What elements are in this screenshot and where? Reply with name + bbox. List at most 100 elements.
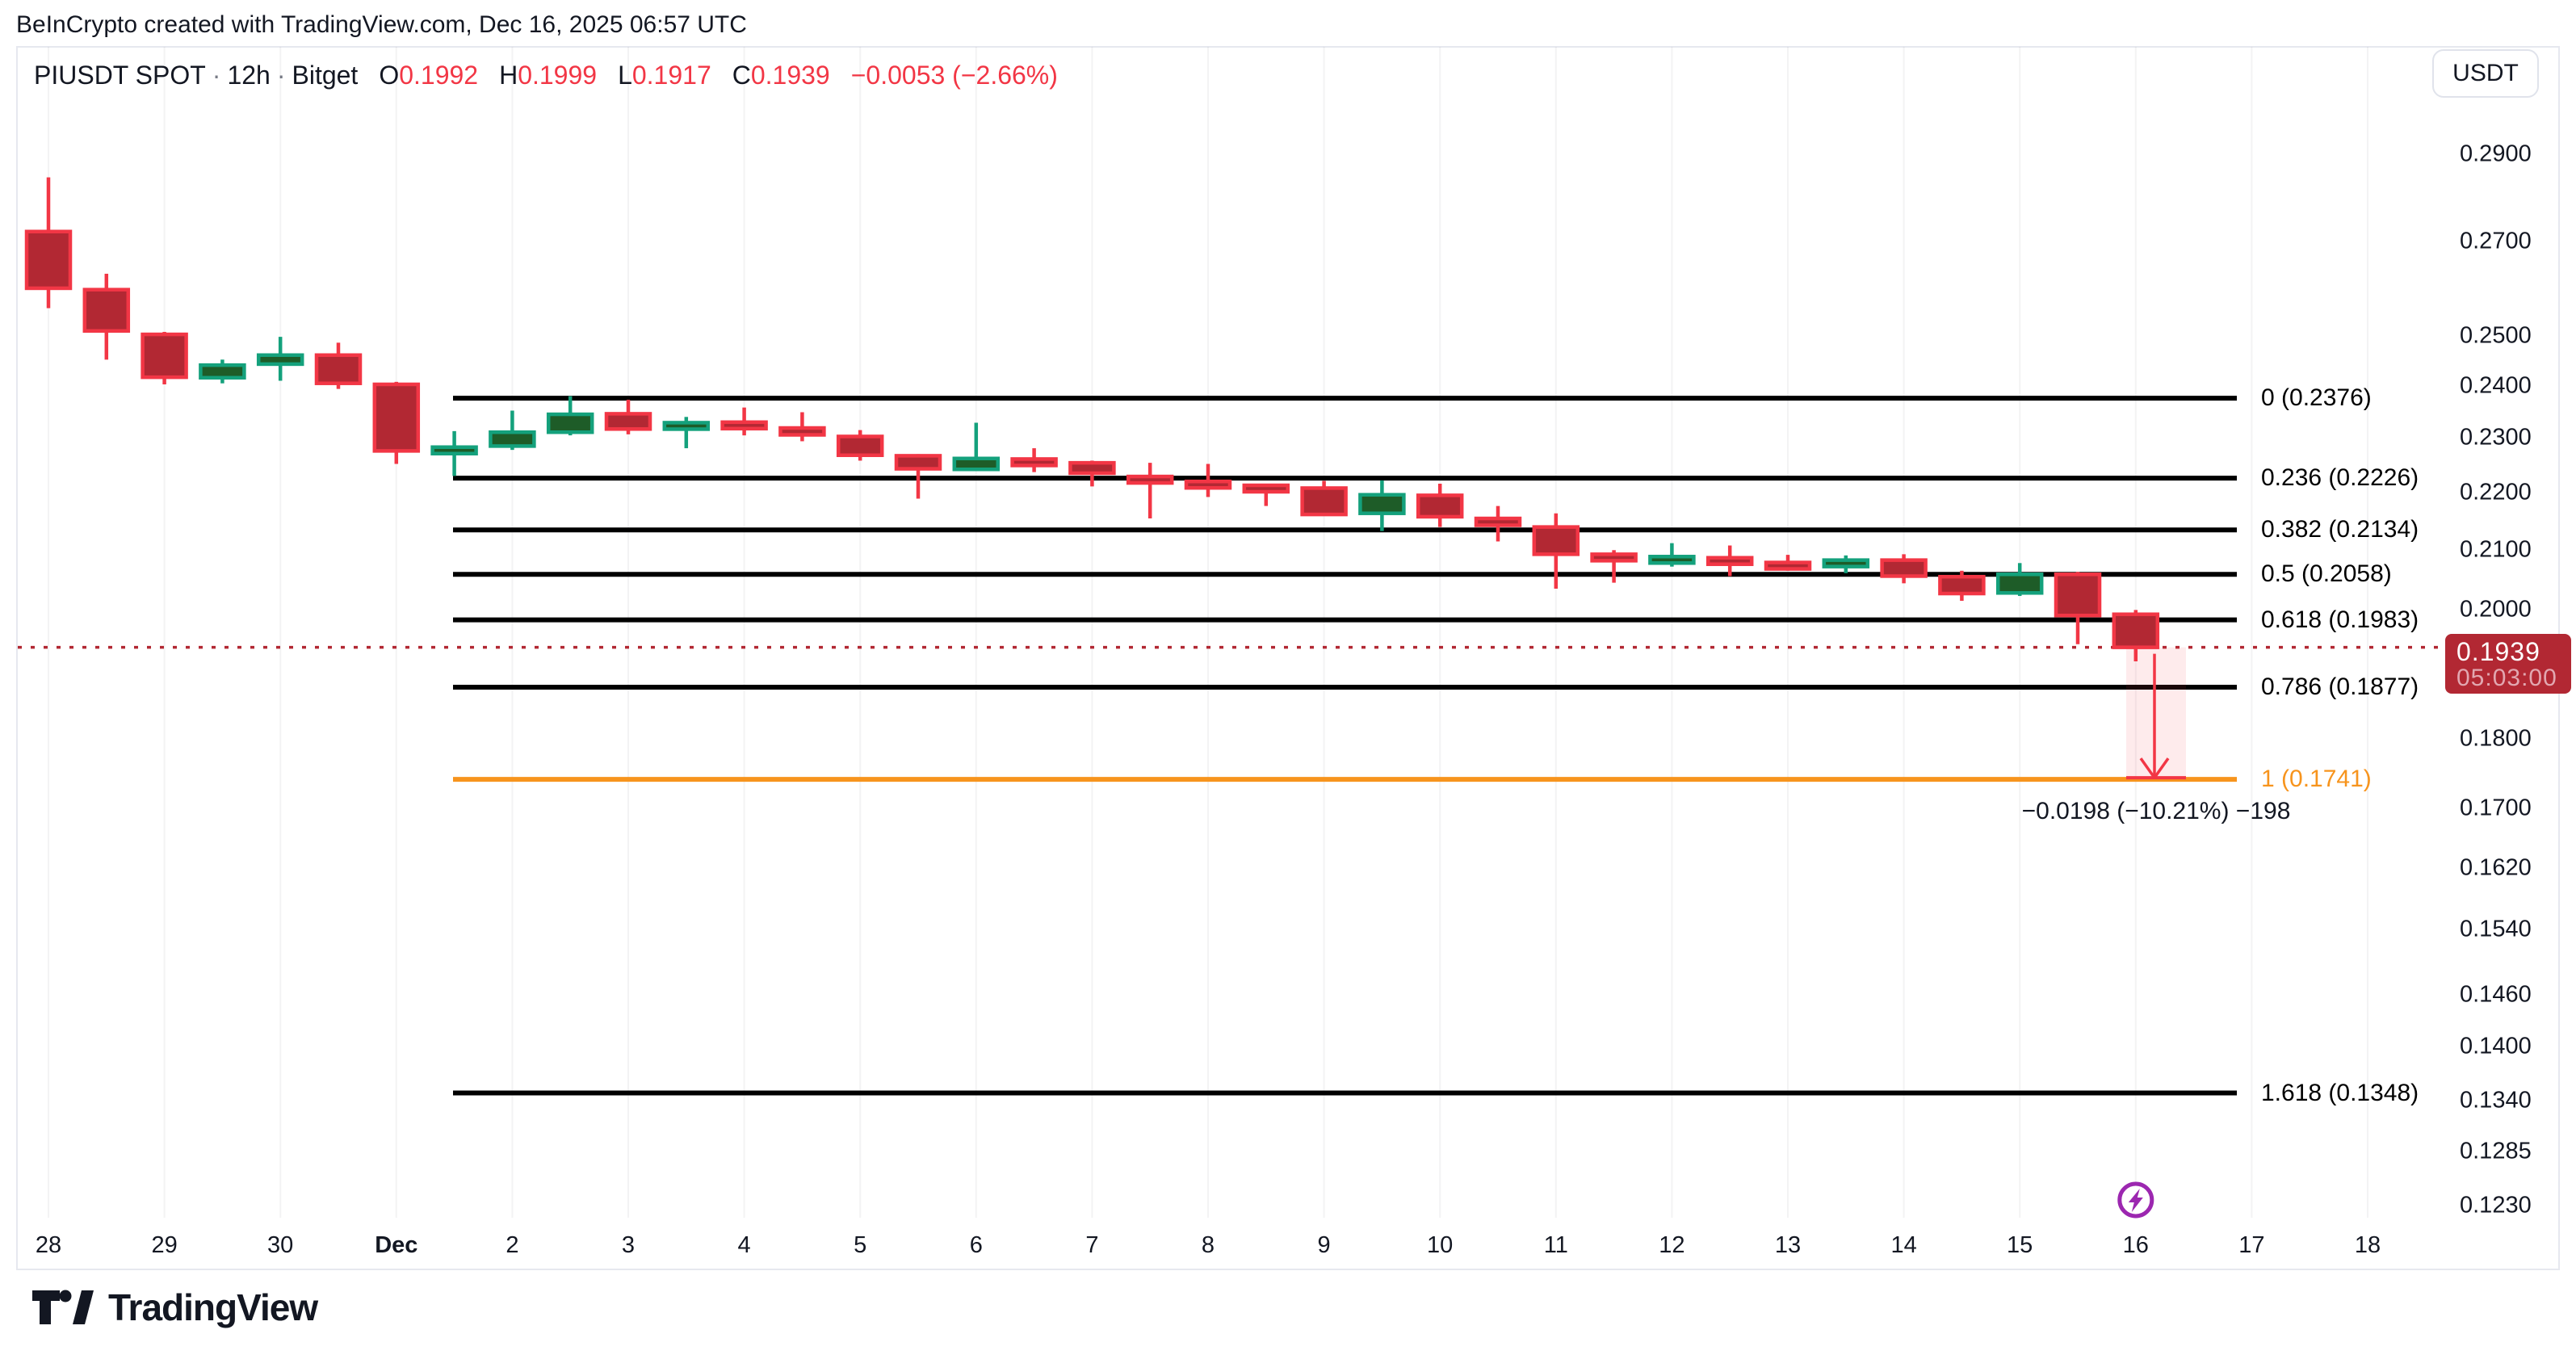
price-tick-label: 0.2300	[2460, 424, 2532, 451]
legend-ohlc-letter: O	[379, 61, 400, 90]
candle-body	[2112, 612, 2160, 649]
fib-level-label: 1.618 (0.1348)	[2261, 1079, 2419, 1106]
candle-body	[1880, 558, 1928, 578]
price-tick-label: 0.2400	[2460, 372, 2532, 399]
currency-unit-button[interactable]: USDT	[2432, 49, 2539, 98]
time-label: 12	[1659, 1232, 1685, 1258]
time-label: 10	[1427, 1232, 1454, 1258]
legend-ohlc-letter: L	[618, 61, 632, 90]
candle-body	[256, 353, 304, 367]
candle-body	[1764, 560, 1812, 571]
time-label: 28	[35, 1232, 62, 1258]
time-label: 18	[2354, 1232, 2381, 1258]
time-label: 16	[2122, 1232, 2149, 1258]
candle-body	[1242, 483, 1290, 494]
candle-body	[314, 353, 363, 385]
bar-countdown: 05:03:00	[2456, 665, 2557, 692]
legend-ohlc-pair: O0.1992	[379, 61, 478, 90]
fib-level-label: 1 (0.1741)	[2261, 766, 2372, 793]
price-tick-label: 0.2000	[2460, 596, 2532, 623]
price-tick-label: 0.1800	[2460, 725, 2532, 752]
candle-body	[1300, 486, 1348, 517]
candle-body	[1358, 493, 1406, 515]
price-tick-label: 0.1400	[2460, 1033, 2532, 1059]
price-tick-label: 0.1460	[2460, 981, 2532, 1008]
candle-body	[1648, 555, 1696, 565]
candle-body	[1705, 556, 1754, 566]
candle-body	[1416, 493, 1464, 519]
time-label: 8	[1201, 1232, 1215, 1258]
price-tick-label: 0.2100	[2460, 536, 2532, 563]
candle-body	[604, 412, 652, 431]
candle-body	[778, 426, 826, 437]
time-label: 11	[1543, 1232, 1568, 1258]
price-tick-label: 0.1620	[2460, 854, 2532, 880]
legend-ohlc-pair: C0.1939	[732, 61, 830, 90]
candle-body	[952, 456, 1001, 472]
candle-body	[24, 229, 73, 291]
price-tick-label: 0.1285	[2460, 1138, 2532, 1164]
candle-body	[430, 445, 478, 455]
fib-level-label: 0 (0.2376)	[2261, 384, 2372, 412]
measure-arrowhead-right	[2153, 757, 2170, 779]
price-tick-label: 0.2500	[2460, 322, 2532, 349]
price-tick-label: 0.1700	[2460, 795, 2532, 821]
attribution-text: BeInCrypto created with TradingView.com,…	[16, 11, 747, 38]
time-label: 7	[1085, 1232, 1099, 1258]
tradingview-logo[interactable]: TradingView	[32, 1286, 318, 1329]
currency-unit-label: USDT	[2452, 60, 2519, 86]
price-tick-label: 0.1340	[2460, 1087, 2532, 1114]
time-label: 15	[2007, 1232, 2033, 1258]
legend-symbol: PIUSDT SPOT	[34, 61, 206, 90]
candle-body	[720, 420, 768, 431]
candle-body	[1532, 525, 1580, 556]
candle-body	[1474, 516, 1522, 527]
fib-level-label: 0.786 (0.1877)	[2261, 673, 2419, 700]
legend-ohlc-letter: C	[732, 61, 751, 90]
candle-body	[1995, 572, 2044, 595]
candle-body	[1590, 552, 1638, 563]
time-label: 2	[506, 1232, 519, 1258]
lightning-bolt-glyph	[2128, 1189, 2143, 1212]
legend-ohlc-value: 0.1917	[631, 61, 711, 90]
time-label: 4	[737, 1232, 751, 1258]
measure-annotation: −0.0198 (−10.21%) −198	[2021, 798, 2291, 824]
time-label: 30	[267, 1232, 294, 1258]
legend-separator: ·	[212, 61, 221, 90]
time-label: 5	[854, 1232, 867, 1258]
candle-body	[82, 287, 131, 334]
legend-change: −0.0053 (−2.66%)	[850, 61, 1058, 90]
legend-ohlc-value: 0.1999	[518, 61, 598, 90]
legend-interval: 12h	[227, 61, 271, 90]
candle-body	[1068, 460, 1116, 476]
legend-exchange: Bitget	[292, 61, 359, 90]
candle-body	[372, 382, 421, 453]
candle-body	[1822, 558, 1870, 568]
fib-level-label: 0.618 (0.1983)	[2261, 606, 2419, 633]
price-tick-label: 0.1230	[2460, 1192, 2532, 1219]
price-tick-label: 0.1540	[2460, 916, 2532, 942]
candle-body	[2054, 572, 2102, 618]
tradingview-logo-text: TradingView	[108, 1286, 318, 1328]
candle-body	[662, 421, 711, 431]
candle-body	[1938, 574, 1986, 596]
candle-body	[836, 434, 884, 457]
candle-body	[546, 412, 594, 434]
current-price-value: 0.1939	[2456, 636, 2540, 666]
legend-ohlc-value: 0.1939	[750, 61, 830, 90]
measure-box[interactable]	[2126, 647, 2186, 780]
candle-body	[1184, 479, 1232, 490]
candle-body	[1010, 457, 1058, 468]
candle-body	[141, 332, 188, 380]
price-tick-label: 0.2200	[2460, 479, 2532, 506]
time-label: 3	[621, 1232, 636, 1258]
current-price-badge[interactable]: 0.1939 05:03:00	[2445, 633, 2571, 694]
fib-level-label: 0.5 (0.2058)	[2261, 560, 2392, 588]
fib-level-label: 0.236 (0.2226)	[2261, 464, 2419, 492]
legend-ohlc-pair: H0.1999	[499, 61, 597, 90]
time-label: 13	[1774, 1232, 1802, 1258]
time-label: 29	[151, 1232, 178, 1258]
price-tick-label: 0.2700	[2460, 228, 2532, 254]
chart-legend[interactable]: PIUSDT SPOT·12h·BitgetO0.1992H0.1999L0.1…	[34, 61, 1058, 90]
